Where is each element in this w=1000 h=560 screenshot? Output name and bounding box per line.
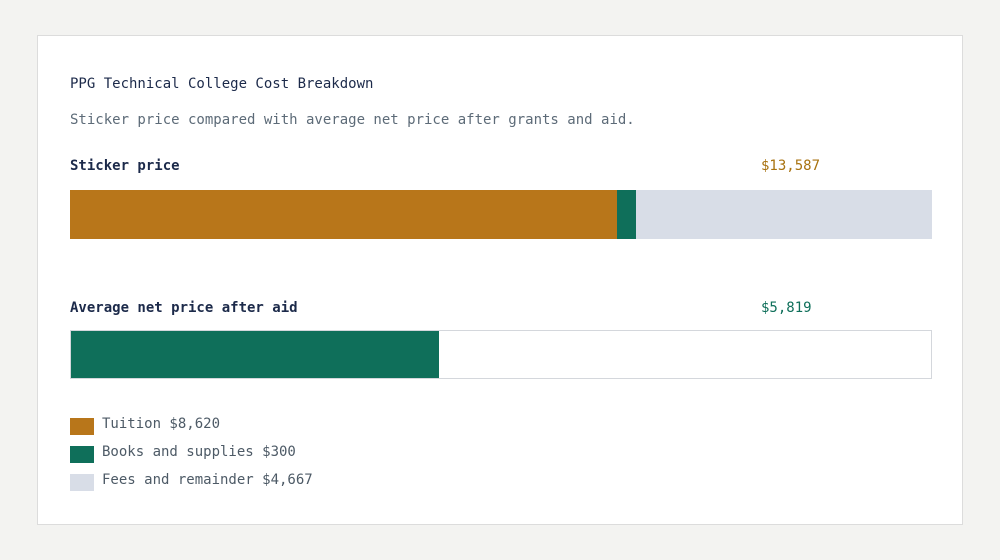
legend-label-books: Books and supplies $300 xyxy=(102,444,296,460)
legend-label-fees: Fees and remainder $4,667 xyxy=(102,472,313,488)
chart-title: PPG Technical College Cost Breakdown xyxy=(70,76,374,92)
legend-swatch-fees xyxy=(70,474,94,491)
bar-segment-tuition xyxy=(70,190,617,239)
net-price-label: Average net price after aid xyxy=(70,300,298,316)
net-price-value: $5,819 xyxy=(761,300,812,316)
bar-segment-books xyxy=(616,190,636,239)
sticker-price-bar xyxy=(70,190,932,239)
legend-label-tuition: Tuition $8,620 xyxy=(102,416,221,432)
chart-card: PPG Technical College Cost Breakdown Sti… xyxy=(37,35,963,525)
bar-segment-net-price xyxy=(71,331,440,378)
sticker-price-label: Sticker price xyxy=(70,158,180,174)
chart-subtitle: Sticker price compared with average net … xyxy=(70,112,635,128)
sticker-price-value: $13,587 xyxy=(761,158,821,174)
legend-swatch-books xyxy=(70,446,94,463)
legend-swatch-tuition xyxy=(70,418,94,435)
net-price-bar xyxy=(70,330,932,379)
bar-segment-fees xyxy=(635,190,932,239)
